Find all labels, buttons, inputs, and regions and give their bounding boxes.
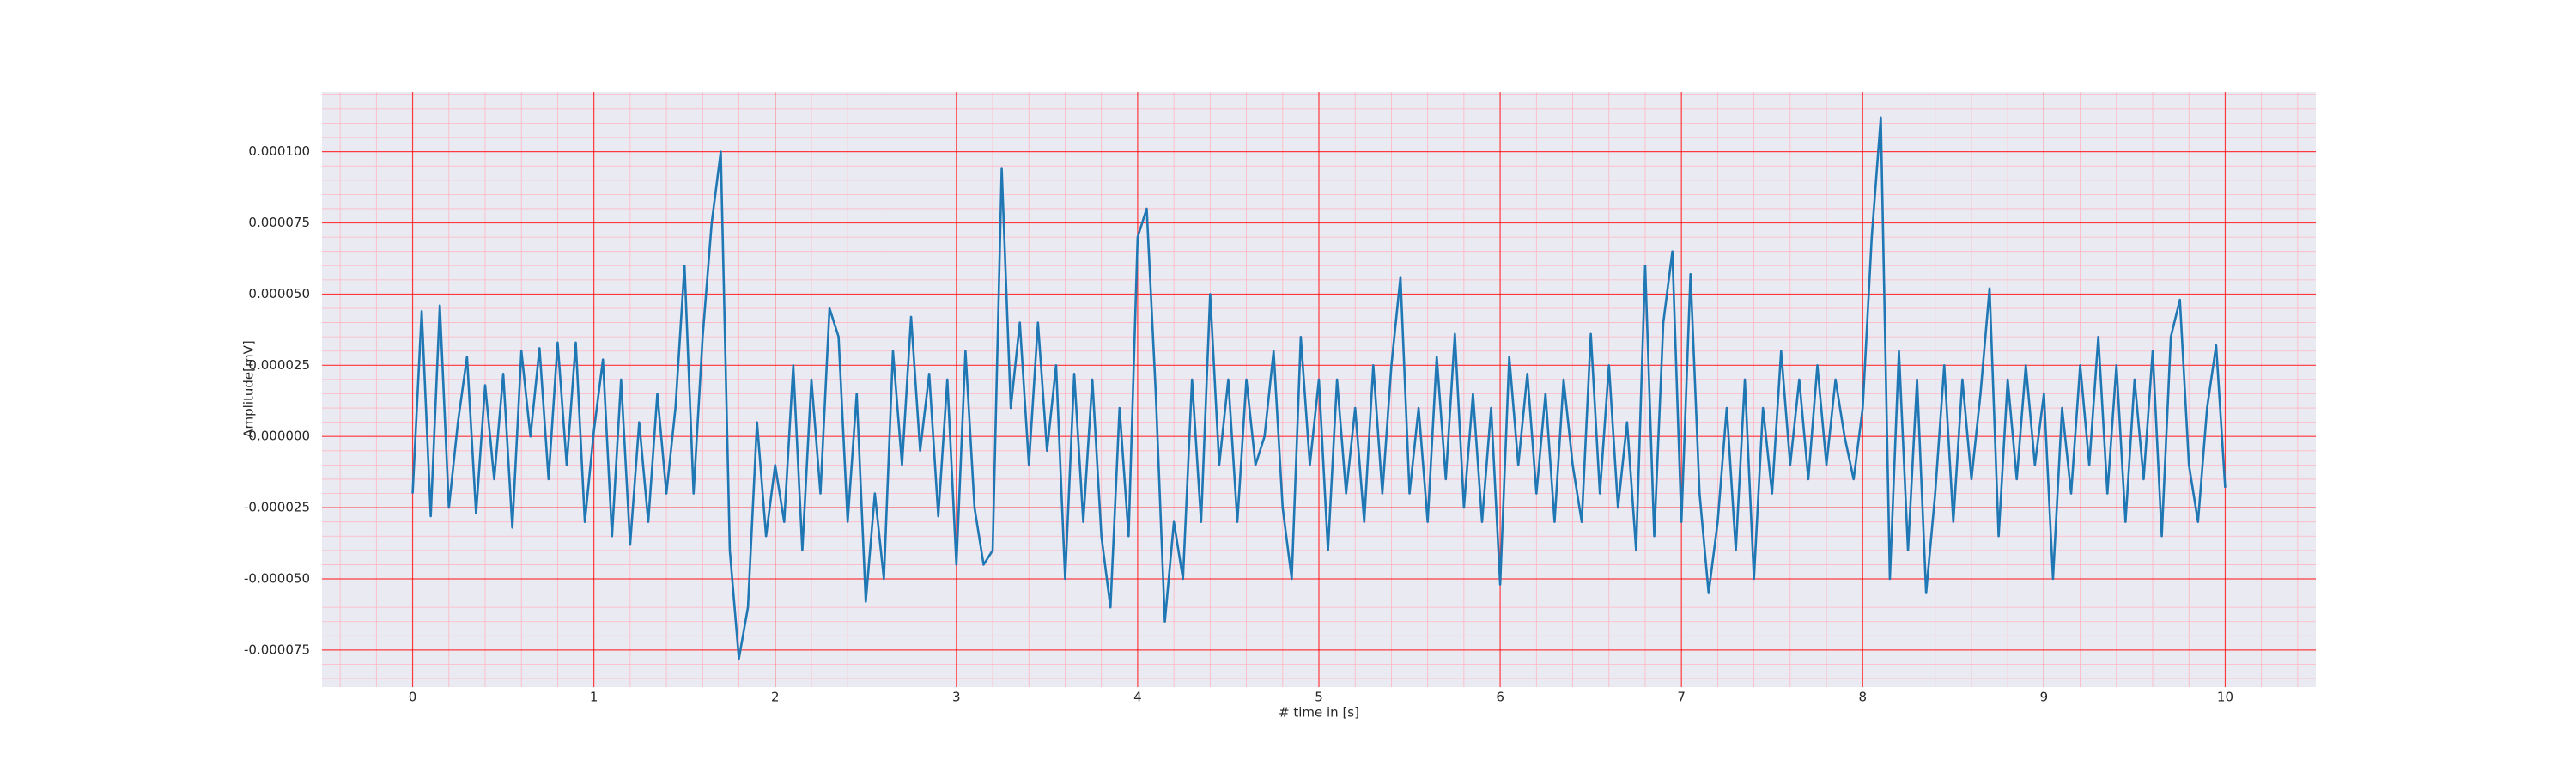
x-tick-label: 3 [952, 690, 961, 705]
x-axis-label: # time in [s] [1279, 705, 1359, 721]
y-axis-label: Amplitude[mV] [241, 340, 257, 437]
x-tick-label: 6 [1496, 690, 1504, 705]
x-tick-label: 9 [2040, 690, 2049, 705]
y-tick-label: 0.000075 [248, 215, 310, 230]
y-tick-label: 0.000025 [248, 357, 310, 373]
x-tick-label: 0 [409, 690, 417, 705]
y-tick-label: -0.000025 [244, 500, 310, 515]
x-tick-label: 4 [1133, 690, 1142, 705]
y-tick-label: -0.000050 [244, 571, 310, 587]
x-tick-label: 5 [1315, 690, 1323, 705]
x-tick-label: 2 [771, 690, 780, 705]
x-tick-label: 1 [590, 690, 598, 705]
x-tick-label: 10 [2217, 690, 2233, 705]
y-tick-label: 0.000000 [248, 429, 310, 444]
y-tick-label: 0.000100 [248, 143, 310, 159]
x-tick-label: 7 [1677, 690, 1686, 705]
line-series [411, 116, 2227, 660]
y-tick-label: 0.000050 [248, 286, 310, 301]
x-tick-label: 8 [1858, 690, 1867, 705]
y-tick-label: -0.000075 [244, 642, 310, 657]
